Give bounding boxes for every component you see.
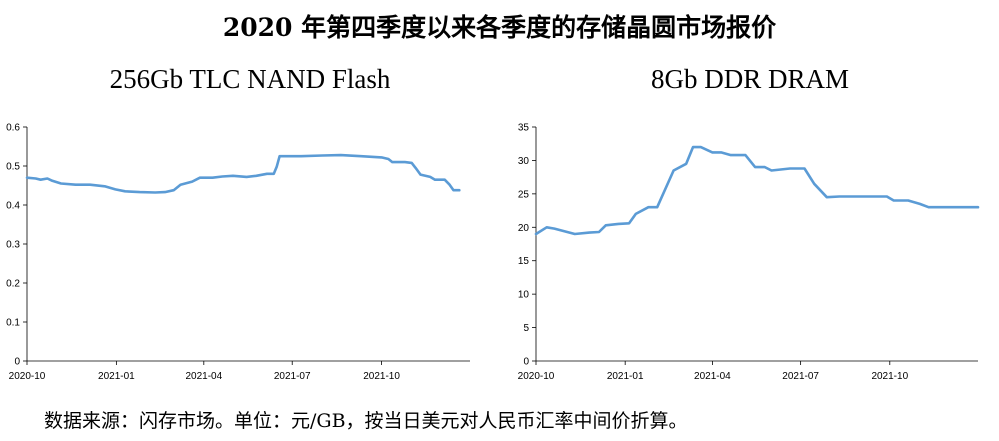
figure-title: 2020 年第四季度以来各季度的存储晶圆市场报价: [222, 13, 777, 42]
x-tick-label: 2020-10: [518, 371, 555, 382]
y-tick-label: 0.4: [6, 201, 20, 212]
y-tick-label: 0.5: [6, 162, 20, 173]
y-tick-label: 0: [523, 357, 529, 368]
price-series-line: [25, 153, 461, 194]
dram-chart-title: 8Gb DDR DRAM: [650, 64, 850, 94]
y-tick-label: 0.2: [6, 279, 20, 290]
x-tick-label: 2021-04: [185, 371, 222, 382]
x-tick-label: 2021-01: [98, 371, 135, 382]
y-tick-label: 25: [518, 189, 530, 200]
y-tick-label: 15: [518, 256, 530, 267]
x-tick-label: 2021-07: [782, 371, 819, 382]
nand-price-chart: 0 0.1 0.2 0.3 0.4 0.5 0.6 2020-10 2021-01 2021-04…: [6, 123, 470, 382]
y-tick-label: 10: [518, 290, 530, 301]
x-tick-label: 2021-01: [607, 371, 644, 382]
y-tick-label: 35: [518, 123, 530, 134]
y-tick-label: 0.1: [6, 318, 20, 329]
nand-chart-title: 256Gb TLC NAND Flash: [109, 64, 391, 94]
x-tick-label: 2021-10: [363, 371, 400, 382]
y-tick-label: 5: [523, 323, 529, 334]
dram-price-chart: 0 5 10 15 20 25 30 35 2020-10 2021-01 2021-04 2021-…: [518, 123, 980, 382]
y-tick-label: 0: [14, 357, 20, 368]
y-tick-label: 20: [518, 223, 530, 234]
y-tick-label: 30: [518, 156, 530, 167]
x-tick-label: 2021-07: [274, 371, 311, 382]
x-tick-label: 2020-10: [9, 371, 46, 382]
price-series-line: [534, 145, 980, 236]
source-note: 数据来源：闪存市场。单位：元/GB，按当日美元对人民币汇率中间价折算。: [44, 410, 688, 432]
x-tick-label: 2021-04: [694, 371, 731, 382]
x-tick-label: 2021-10: [871, 371, 908, 382]
y-tick-label: 0.6: [6, 123, 20, 134]
y-tick-label: 0.3: [6, 240, 20, 251]
